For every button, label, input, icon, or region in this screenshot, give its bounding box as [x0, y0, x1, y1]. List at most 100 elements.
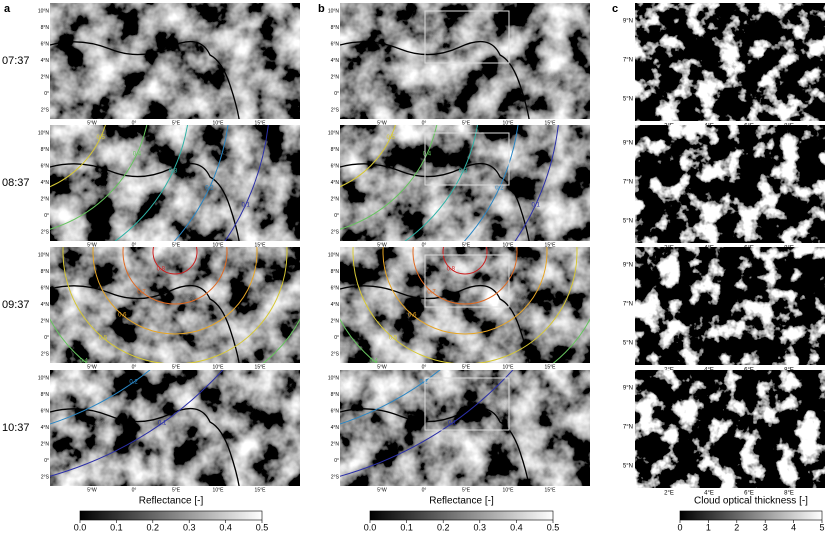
satellite-image: [50, 370, 300, 486]
contour-label: 0.6: [118, 312, 127, 318]
contour-label: 0.3: [459, 169, 468, 175]
contour-line: [382, 247, 548, 335]
contour-label: 0.4: [133, 152, 142, 158]
lat-label: 2°N: [331, 196, 340, 202]
colorbar-title: Reflectance [-]: [429, 496, 494, 507]
coastline: [50, 40, 240, 119]
lat-label: 5°N: [623, 341, 633, 347]
cloud-thickness-image: [635, 125, 825, 243]
contour-label: 0.8: [157, 266, 166, 272]
lat-label: 8°N: [331, 392, 340, 398]
colorbar-tick-label: 0.0: [364, 522, 377, 532]
zoom-box: [424, 254, 510, 308]
lon-label: 15°E: [545, 242, 557, 248]
cloud-thickness-image: [635, 370, 825, 488]
lon-label: 0°: [132, 487, 137, 493]
satellite-image: [340, 125, 590, 241]
lat-label: 2°N: [331, 74, 340, 80]
colorbar-tick-label: 0.2: [147, 522, 160, 532]
colorbar-tick-label: 0.4: [219, 522, 232, 532]
lon-label: 15°E: [545, 120, 557, 126]
lat-label: 4°N: [331, 425, 340, 431]
panel-label: a: [4, 3, 11, 15]
lat-label: 5°N: [623, 97, 633, 103]
lat-label: 10°N: [328, 252, 340, 258]
lat-label: 4°N: [41, 180, 50, 186]
contour-label: 0.4: [370, 358, 379, 364]
contour-line: [92, 247, 258, 335]
colorbar-tick-label: 0.3: [183, 522, 196, 532]
lon-label: 10°E: [213, 487, 225, 493]
map-image: [50, 3, 300, 119]
colorbar: [369, 510, 554, 521]
contour-label: 0.1: [241, 202, 250, 208]
lat-label: 4°N: [331, 302, 340, 308]
time-label: 08:37: [2, 177, 30, 189]
satellite-image: [50, 3, 300, 119]
lat-label: 2°N: [41, 196, 50, 202]
coastline: [340, 284, 530, 363]
lat-label: 2°S: [331, 474, 340, 480]
lon-label: 5°E: [172, 120, 181, 126]
lon-label: 5°W: [377, 487, 387, 493]
contour-label: 0.4: [423, 152, 432, 158]
lat-label: 9°N: [623, 263, 633, 269]
lon-label: 15°E: [545, 364, 557, 370]
lat-label: 2°S: [41, 474, 50, 480]
contour-label: 0.6: [408, 312, 417, 318]
satellite-image: [340, 3, 590, 119]
lat-label: 6°N: [331, 408, 340, 414]
lon-label: 0°: [132, 120, 137, 126]
lon-label: 5°W: [87, 364, 97, 370]
lon-label: 5°E: [172, 487, 181, 493]
lat-label: 10°N: [38, 375, 50, 381]
zoom-box: [424, 10, 510, 64]
lon-label: 5°W: [87, 120, 97, 126]
time-label: 07:37: [2, 55, 30, 67]
lat-label: 10°N: [38, 130, 50, 136]
contour-label: 0.2: [205, 186, 214, 192]
lat-label: 2°S: [41, 107, 50, 113]
lon-label: 10°E: [503, 242, 515, 248]
lon-label: 0°: [422, 242, 427, 248]
lat-label: 2°N: [41, 318, 50, 324]
lon-label: 15°E: [255, 487, 267, 493]
lat-label: 0°: [44, 335, 49, 341]
colorbar: [79, 510, 263, 521]
lat-label: 5°N: [623, 464, 633, 470]
lat-label: 4°N: [41, 58, 50, 64]
lat-label: 2°N: [41, 441, 50, 447]
lat-label: 6°N: [41, 408, 50, 414]
contour-label: 0.2: [419, 380, 428, 386]
contour-line: [152, 247, 198, 275]
coastline: [340, 407, 530, 486]
map-image: 0.8 0.7 0.6 0.5 0.4: [340, 247, 590, 364]
coastline: [50, 284, 240, 363]
zoom-box: [424, 377, 510, 431]
lat-label: 4°N: [41, 302, 50, 308]
lat-label: 9°N: [623, 386, 633, 392]
lat-label: 4°N: [41, 425, 50, 431]
colorbar-tick-label: 0.5: [547, 522, 560, 532]
contour-line: [442, 247, 488, 275]
colorbar-tick-label: 4: [791, 522, 796, 532]
lat-label: 2°S: [331, 229, 340, 235]
lon-label: 5°W: [377, 364, 387, 370]
contour-label: 0.1: [158, 421, 167, 427]
colorbar-title: Cloud optical thickness [-]: [694, 496, 808, 507]
lon-label: 0°: [132, 364, 137, 370]
map-image: 0.2 0.1: [340, 370, 590, 486]
lon-label: 5°E: [462, 242, 471, 248]
colorbar-tick-label: 0.3: [474, 522, 487, 532]
contour-label: 0.5: [99, 335, 108, 341]
colorbar-tick-label: 0: [677, 522, 682, 532]
colorbar-tick-label: 2: [734, 522, 739, 532]
lon-label: 0°: [422, 487, 427, 493]
lon-label: 5°W: [87, 242, 97, 248]
contour-label: 0.1: [448, 421, 457, 427]
zoom-box: [424, 132, 510, 186]
lon-label: 5°W: [377, 120, 387, 126]
lat-label: 4°N: [331, 58, 340, 64]
lon-label: 10°E: [503, 120, 515, 126]
